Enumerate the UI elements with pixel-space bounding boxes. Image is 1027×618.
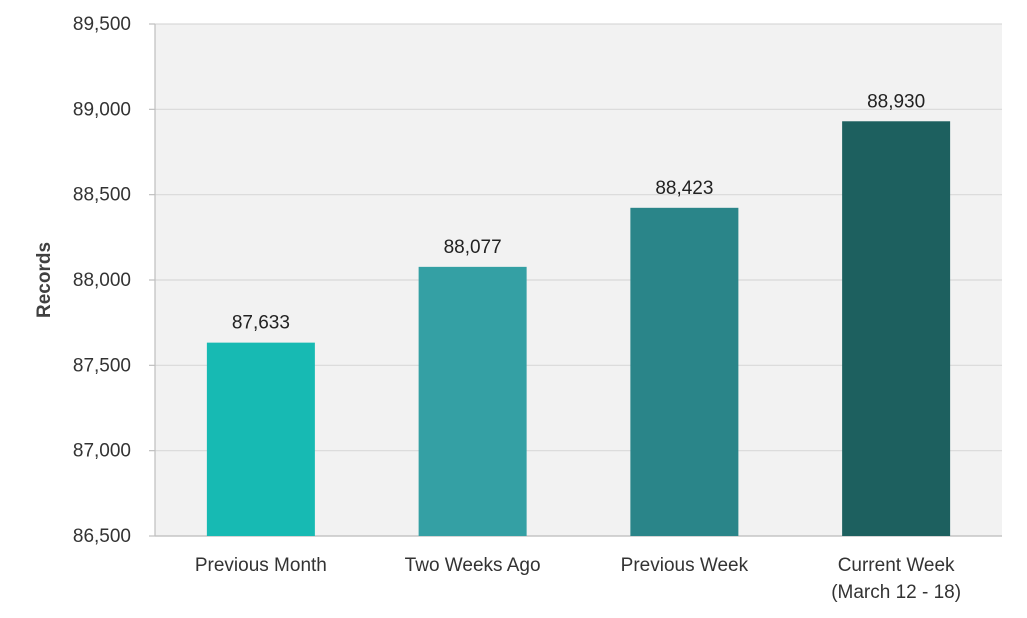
y-tick-label: 89,500	[73, 14, 131, 35]
bar	[418, 266, 527, 536]
x-category-label: Current Week	[838, 555, 955, 576]
x-axis-categories: Previous Month Two Weeks Ago Previous Week…	[195, 555, 961, 603]
y-tick-label: 88,000	[73, 270, 131, 291]
data-labels: 87,633 88,077 88,423 88,930	[232, 91, 925, 333]
bar	[206, 342, 315, 536]
y-tick-label: 87,000	[73, 441, 131, 462]
y-tick-label: 88,500	[73, 185, 131, 206]
data-label: 88,930	[867, 91, 925, 112]
y-tick-label: 89,000	[73, 99, 131, 120]
data-label: 87,633	[232, 313, 290, 334]
x-category-label: Previous Month	[195, 555, 327, 576]
x-category-label: Previous Week	[621, 555, 749, 576]
data-label: 88,077	[444, 237, 502, 258]
bars	[206, 121, 951, 537]
x-category-label: Two Weeks Ago	[405, 555, 541, 576]
y-tick-label: 86,500	[73, 526, 131, 547]
y-axis-ticks: 86,500 87,000 87,500 88,000 88,500 89,000 89,5…	[73, 14, 131, 547]
bar	[842, 121, 951, 536]
y-tick-label: 87,500	[73, 355, 131, 376]
x-category-label: (March 12 - 18)	[831, 582, 961, 603]
bar	[630, 207, 739, 537]
y-axis-title: Records	[34, 242, 55, 318]
data-label: 88,423	[655, 178, 713, 199]
